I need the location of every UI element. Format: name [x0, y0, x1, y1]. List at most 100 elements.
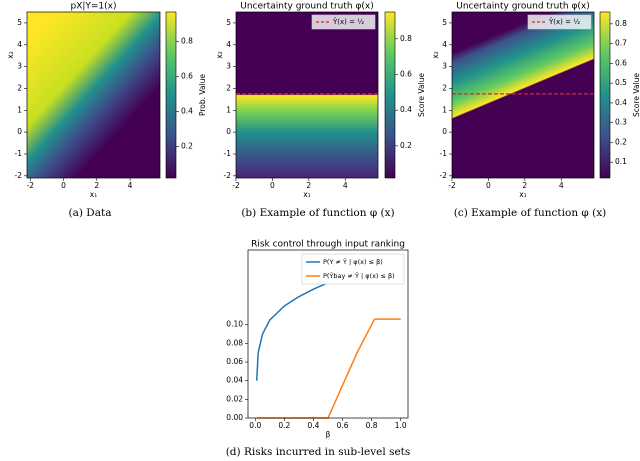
x-tick-label: 2 [522, 181, 527, 190]
caption: (a) Data [69, 207, 112, 219]
colorbar-tick-label: 0.6 [181, 72, 193, 81]
colorbar-tick-label: 0.3 [615, 118, 627, 127]
y-tick-label: -1 [440, 149, 448, 158]
colorbar-tick-label: 0.6 [400, 69, 412, 78]
y-tick-label: 4 [17, 40, 22, 49]
y-tick-label: 3 [226, 62, 231, 71]
legend-box [527, 14, 592, 30]
y-tick-label: 0.06 [226, 357, 243, 366]
x-axis-label: x₁ [303, 190, 310, 199]
y-tick-label: -2 [15, 171, 23, 180]
x-tick-label: 1.0 [395, 421, 407, 430]
chart-title: Uncertainty ground truth φ(x) [456, 2, 589, 12]
colorbar-tick-label: 0.2 [181, 142, 193, 151]
legend-label: Ŷ(x) = ½ [332, 17, 364, 26]
y-axis-label: x₂ [6, 51, 15, 58]
x-tick-label: 0 [486, 181, 491, 190]
y-tick-label: 0.00 [226, 413, 243, 422]
y-tick-label: -1 [15, 149, 23, 158]
x-axis-label: β [326, 430, 331, 439]
colorbar-tick-label: 0.4 [181, 107, 193, 116]
caption: (b) Example of function φ (x) [241, 207, 394, 219]
x-tick-label: 2 [306, 181, 311, 190]
colorbar-tick-label: 0.8 [400, 34, 412, 43]
colorbar-tick-label: 0.1 [615, 157, 627, 166]
x-tick-label: 0.6 [337, 421, 349, 430]
x-tick-label: 0 [61, 181, 66, 190]
y-tick-label: 0 [442, 127, 447, 136]
y-tick-label: 4 [226, 40, 231, 49]
y-tick-label: 0 [226, 127, 231, 136]
colorbar-label: Prob. Value [198, 74, 207, 116]
x-tick-label: -2 [232, 181, 240, 190]
axes-frame [451, 11, 595, 179]
y-tick-label: 2 [226, 83, 231, 92]
colorbar [599, 11, 611, 179]
axes-frame [26, 11, 161, 179]
y-tick-label: 0.08 [226, 338, 243, 347]
y-tick-label: 5 [226, 18, 231, 27]
y-tick-label: -1 [224, 149, 232, 158]
y-tick-label: 4 [442, 40, 447, 49]
colorbar-tick-label: 0.6 [615, 58, 627, 67]
colorbar-label: Score Value [417, 73, 426, 117]
x-tick-label: 0 [270, 181, 275, 190]
colorbar-label: Score Value [632, 73, 640, 117]
legend-box [311, 14, 376, 30]
x-tick-label: -2 [448, 181, 456, 190]
y-tick-label: 0.04 [226, 376, 243, 385]
x-tick-label: 0.4 [307, 421, 319, 430]
y-axis-label: x₂ [215, 51, 224, 58]
colorbar-tick-label: 0.2 [400, 141, 412, 150]
y-tick-label: 5 [17, 18, 22, 27]
colorbar-tick-label: 0.8 [615, 19, 627, 28]
legend-box [301, 253, 405, 285]
caption: (d) Risks incurred in sub-level sets [226, 446, 411, 458]
legend-label: P(Y ≠ Ŷ | φ(x) ≤ β) [323, 257, 383, 266]
x-tick-label: 4 [559, 181, 564, 190]
y-tick-label: 3 [442, 62, 447, 71]
y-tick-label: 1 [442, 105, 447, 114]
axes-frame [235, 11, 379, 179]
x-axis-label: x₁ [519, 190, 526, 199]
x-tick-label: 0.8 [366, 421, 378, 430]
colorbar-tick-label: 0.4 [400, 105, 412, 114]
colorbar [165, 11, 177, 179]
y-tick-label: 1 [226, 105, 231, 114]
y-tick-label: 0.10 [226, 320, 243, 329]
y-tick-label: 5 [442, 18, 447, 27]
legend-label: Ŷ(x) = ½ [548, 17, 580, 26]
x-tick-label: 4 [128, 181, 133, 190]
colorbar [384, 11, 396, 179]
colorbar-tick-label: 0.2 [615, 137, 627, 146]
y-tick-label: 1 [17, 105, 22, 114]
heatmap [27, 12, 160, 178]
colorbar-tick-label: 0.4 [615, 98, 627, 107]
y-tick-label: 0.02 [226, 394, 243, 403]
y-tick-label: 0 [17, 127, 22, 136]
x-tick-label: 2 [94, 181, 99, 190]
y-tick-label: 2 [442, 83, 447, 92]
x-axis-label: x₁ [90, 190, 97, 199]
y-tick-label: -2 [440, 171, 448, 180]
axes-frame [247, 249, 409, 419]
legend-label: P(Ŷbay ≠ Ŷ | φ(x) ≤ β) [323, 271, 395, 280]
colorbar-tick-label: 0.7 [615, 39, 627, 48]
colorbar-tick-label: 0.8 [181, 37, 193, 46]
chart-title: Risk control through input ranking [251, 240, 405, 250]
series-line [256, 318, 401, 419]
y-axis-label: x₂ [431, 51, 440, 58]
heatmap [452, 12, 594, 178]
y-tick-label: -2 [224, 171, 232, 180]
heatmap [236, 12, 378, 178]
x-tick-label: -2 [27, 181, 35, 190]
y-tick-label: 3 [17, 62, 22, 71]
chart-title: pX|Y=1(x) [70, 2, 116, 12]
x-tick-label: 4 [343, 181, 348, 190]
caption: (c) Example of function φ (x) [454, 207, 607, 219]
colorbar-tick-label: 0.5 [615, 78, 627, 87]
x-tick-label: 0.0 [249, 421, 261, 430]
chart-title: Uncertainty ground truth φ(x) [240, 2, 373, 12]
x-tick-label: 0.2 [278, 421, 290, 430]
